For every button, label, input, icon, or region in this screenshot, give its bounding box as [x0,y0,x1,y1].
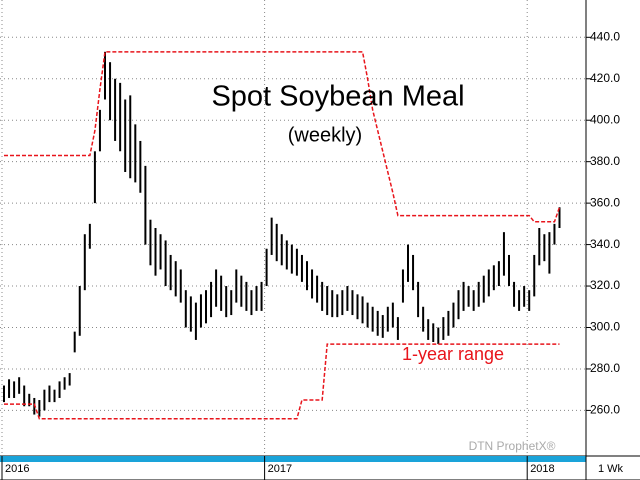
y-tick-label: 320.0 [590,278,620,292]
y-tick-label: 380.0 [590,154,620,168]
range-low-line [4,343,560,420]
y-tick-label: 400.0 [590,112,620,126]
chart-title: Spot Soybean Meal [211,81,464,113]
marks [3,51,561,420]
y-tick-label: 260.0 [590,403,620,417]
x-tick-label: 2016 [5,463,29,475]
y-tick-label: 280.0 [590,361,620,375]
grid: 260.0 280.0 300.0 320.0 340.0 360.0 380.0 400.0… [0,0,620,480]
y-tick-label: 360.0 [590,195,620,209]
y-tick-label: 440.0 [590,29,620,43]
y-tick-label: 300.0 [590,320,620,334]
range-high-line [4,51,561,223]
period-label: 1 Wk [598,463,624,475]
watermark: DTN ProphetX® [469,439,556,453]
x-tick-label: 2018 [530,463,554,475]
x-tick-label: 2017 [268,463,292,475]
y-tick-label: 420.0 [590,71,620,85]
range-annotation: 1-year range [402,344,504,364]
time-strip [0,456,586,462]
chart-subtitle: (weekly) [288,124,362,146]
y-tick-label: 340.0 [590,237,620,251]
